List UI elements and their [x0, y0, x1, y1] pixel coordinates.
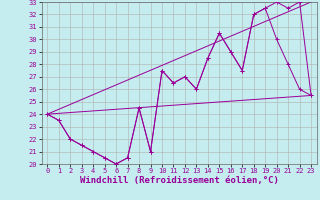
X-axis label: Windchill (Refroidissement éolien,°C): Windchill (Refroidissement éolien,°C)	[80, 176, 279, 185]
